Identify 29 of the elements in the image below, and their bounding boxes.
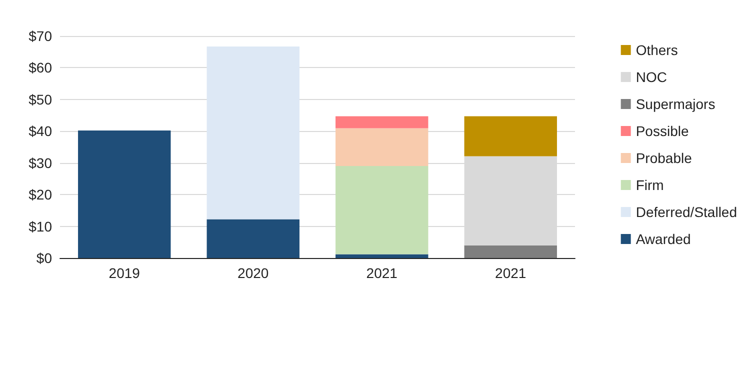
legend-label: Firm — [636, 177, 664, 193]
bar — [206, 219, 300, 258]
y-tick-label: $10 — [28, 218, 52, 234]
bar — [336, 166, 428, 254]
bar — [336, 128, 428, 166]
bar — [206, 46, 300, 220]
bar — [336, 254, 428, 258]
bar — [336, 116, 428, 128]
legend-label: Deferred/Stalled — [636, 204, 738, 220]
legend-label: Awarded — [636, 231, 691, 247]
y-tick-label: $70 — [28, 28, 52, 44]
x-tick-label: 2021 — [366, 265, 398, 281]
bar — [464, 116, 557, 156]
legend-label: NOC — [636, 69, 667, 85]
y-tick-label: $30 — [28, 154, 52, 171]
y-tick-label: $20 — [28, 186, 52, 203]
y-tick-label: $0 — [36, 250, 52, 266]
legend-label: Others — [636, 42, 678, 58]
legend-label: Supermajors — [636, 96, 716, 112]
y-tick-label: $40 — [28, 123, 52, 140]
bar — [78, 130, 171, 258]
legend-label: Possible — [636, 123, 689, 139]
bar — [464, 245, 557, 258]
x-tick-label: 2020 — [238, 265, 269, 281]
y-tick-label: $60 — [28, 60, 52, 76]
y-tick-label: $50 — [28, 91, 52, 108]
x-tick-label: 2019 — [108, 265, 140, 281]
legend-label: Probable — [636, 150, 692, 166]
x-tick-label: 2021 — [495, 265, 526, 281]
